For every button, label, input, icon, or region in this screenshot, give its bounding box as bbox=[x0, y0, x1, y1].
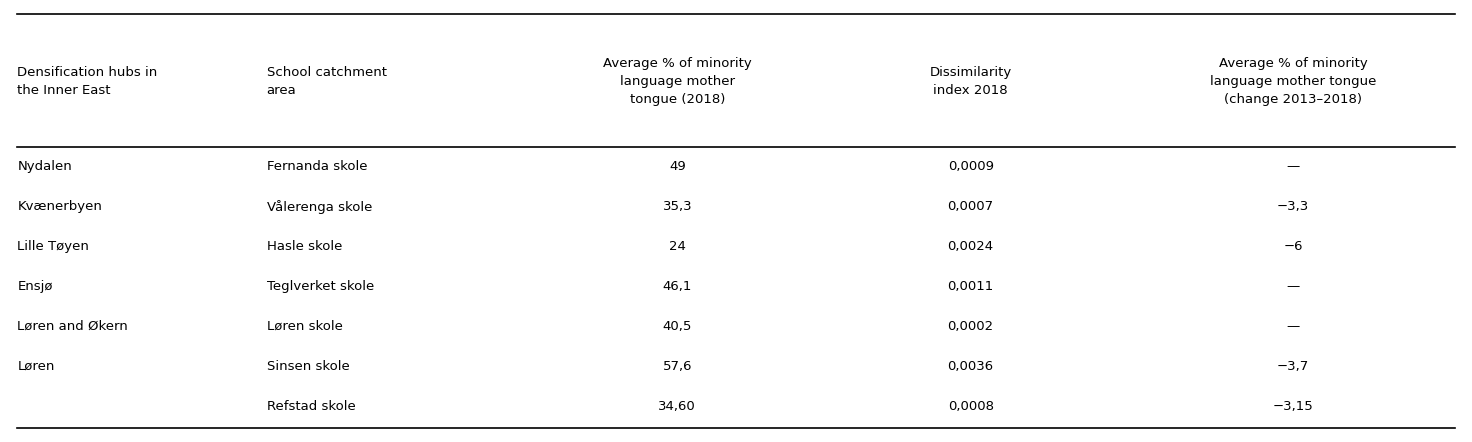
Text: —: — bbox=[1287, 160, 1300, 173]
Text: 0,0036: 0,0036 bbox=[948, 360, 994, 373]
Text: Ensjø: Ensjø bbox=[18, 280, 53, 293]
Text: 0,0024: 0,0024 bbox=[948, 240, 994, 253]
Text: Hasle skole: Hasle skole bbox=[266, 240, 342, 253]
Text: 35,3: 35,3 bbox=[662, 200, 692, 213]
Text: Nydalen: Nydalen bbox=[18, 160, 72, 173]
Text: Fernanda skole: Fernanda skole bbox=[266, 160, 367, 173]
Text: Kvænerbyen: Kvænerbyen bbox=[18, 200, 103, 213]
Text: Lille Tøyen: Lille Tøyen bbox=[18, 240, 90, 253]
Text: 49: 49 bbox=[668, 160, 686, 173]
Text: Teglverket skole: Teglverket skole bbox=[266, 280, 374, 293]
Text: Løren: Løren bbox=[18, 360, 54, 373]
Text: −3,7: −3,7 bbox=[1278, 360, 1310, 373]
Text: Løren and Økern: Løren and Økern bbox=[18, 320, 128, 333]
Text: 0,0008: 0,0008 bbox=[948, 400, 994, 413]
Text: 0,0002: 0,0002 bbox=[948, 320, 994, 333]
Text: Refstad skole: Refstad skole bbox=[266, 400, 355, 413]
Text: —: — bbox=[1287, 320, 1300, 333]
Text: 46,1: 46,1 bbox=[662, 280, 692, 293]
Text: Dissimilarity
index 2018: Dissimilarity index 2018 bbox=[929, 66, 1011, 97]
Text: 40,5: 40,5 bbox=[662, 320, 692, 333]
Text: 24: 24 bbox=[668, 240, 686, 253]
Text: School catchment
area: School catchment area bbox=[266, 66, 387, 97]
Text: −3,3: −3,3 bbox=[1278, 200, 1310, 213]
Text: —: — bbox=[1287, 280, 1300, 293]
Text: −3,15: −3,15 bbox=[1273, 400, 1313, 413]
Text: Sinsen skole: Sinsen skole bbox=[266, 360, 349, 373]
Text: 57,6: 57,6 bbox=[662, 360, 692, 373]
Text: −6: −6 bbox=[1284, 240, 1303, 253]
Text: 34,60: 34,60 bbox=[658, 400, 696, 413]
Text: Densification hubs in
the Inner East: Densification hubs in the Inner East bbox=[18, 66, 158, 97]
Text: Løren skole: Løren skole bbox=[266, 320, 343, 333]
Text: Vålerenga skole: Vålerenga skole bbox=[266, 200, 372, 213]
Text: 0,0009: 0,0009 bbox=[948, 160, 994, 173]
Text: Average % of minority
language mother tongue
(change 2013–2018): Average % of minority language mother to… bbox=[1210, 57, 1376, 106]
Text: 0,0007: 0,0007 bbox=[948, 200, 994, 213]
Text: Average % of minority
language mother
tongue (2018): Average % of minority language mother to… bbox=[604, 57, 752, 106]
Text: 0,0011: 0,0011 bbox=[948, 280, 994, 293]
